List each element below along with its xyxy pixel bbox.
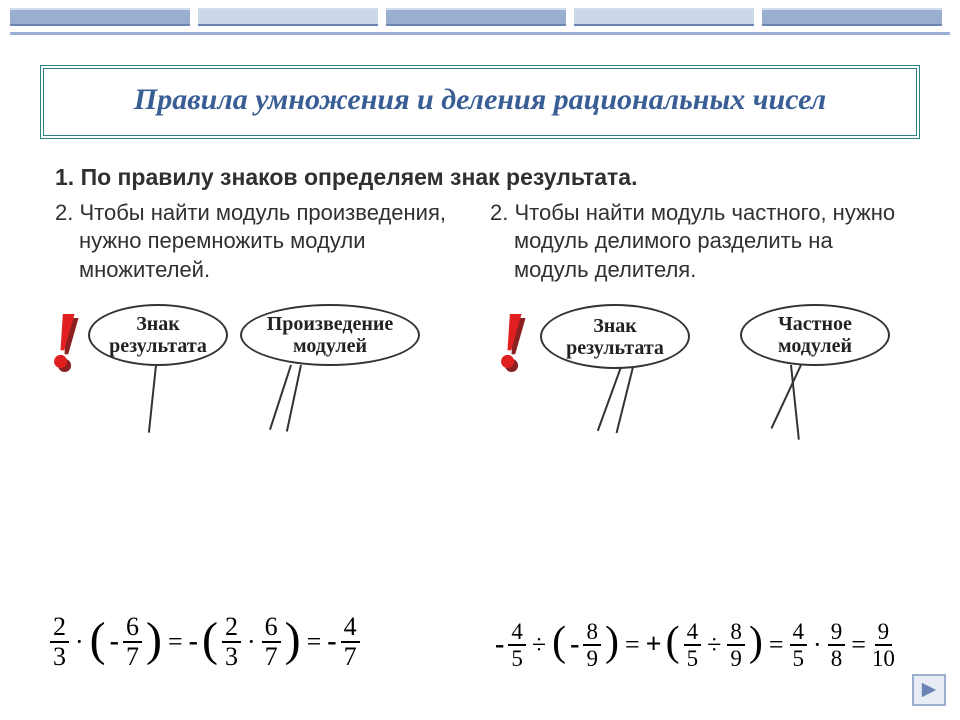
op-divide: ÷ [530,630,548,660]
fraction: 89 [727,620,745,670]
fraction: 47 [341,614,360,670]
exclaim-icon: !! [48,309,79,373]
decor-block [762,8,942,26]
bubble-mod-right: Частное модулей [740,304,890,366]
decor-block [198,8,378,26]
diagram-area: !! Знак результата Произведение модулей … [0,309,960,459]
fraction: 45 [790,620,808,670]
paren-close: ) [749,630,763,655]
page-title: Правила умножения и деления рациональных… [64,81,896,119]
fraction: 67 [262,614,281,670]
paren-open: ( [202,626,218,655]
bubble-sign-right: Знак результата [540,304,690,369]
fraction: 98 [828,620,846,670]
paren-open: ( [552,630,566,655]
paren-open: ( [666,630,680,655]
minus-sign: - [110,626,119,658]
equation-left: 23 · ( - 67 ) = - ( 23 · 67 ) = - 47 [50,614,360,670]
rules-columns: 2. Чтобы найти модуль произведения, нужн… [55,199,905,285]
exclaim-icon: !! [495,309,526,373]
paren-close: ) [605,630,619,655]
decor-underline [10,32,950,35]
op-dot: · [73,627,86,657]
bubble-mod-left: Произведение модулей [240,304,420,366]
op-equals: = [849,630,868,660]
fraction: 45 [508,620,526,670]
result-sign: - [189,626,198,658]
fraction: 23 [50,614,69,670]
fraction: 910 [872,620,895,670]
top-decor-strip [0,0,960,30]
play-icon [920,681,938,699]
equation-right: - 45 ÷ ( - 89 ) = + ( 45 ÷ 89 ) = 45 · 9… [495,620,895,670]
decor-block [10,8,190,26]
op-dot: · [811,630,824,660]
left-column: 2. Чтобы найти модуль произведения, нужн… [55,199,470,285]
right-column: 2. Чтобы найти модуль частного, нужно мо… [490,199,905,285]
op-divide: ÷ [705,630,723,660]
rule-2-left: 2. Чтобы найти модуль произведения, нужн… [55,199,470,285]
fraction: 23 [222,614,241,670]
paren-open: ( [90,626,106,655]
minus-sign: - [327,626,336,658]
op-dot: · [245,627,258,657]
fraction: 89 [583,620,601,670]
rule-2-right: 2. Чтобы найти модуль частного, нужно мо… [490,199,905,285]
next-slide-button[interactable] [912,674,946,706]
bubble-tail [148,365,157,433]
minus-sign: - [495,629,504,661]
title-box: Правила умножения и деления рациональных… [40,65,920,139]
result-sign: + [646,629,662,661]
fraction: 67 [123,614,142,670]
fraction: 45 [684,620,702,670]
paren-close: ) [285,626,301,655]
op-equals: = [166,627,185,657]
rule-1: 1. По правилу знаков определяем знак рез… [55,164,905,191]
paren-close: ) [146,626,162,655]
minus-sign: - [570,629,579,661]
decor-block [386,8,566,26]
op-equals: = [767,630,786,660]
bubble-sign-left: Знак результата [88,304,228,366]
op-equals: = [305,627,324,657]
op-equals: = [623,630,642,660]
decor-block [574,8,754,26]
